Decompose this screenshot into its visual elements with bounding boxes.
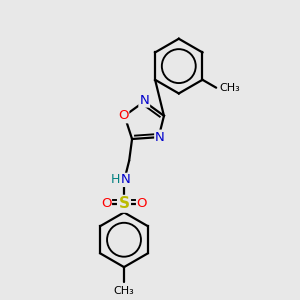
Text: S: S <box>118 196 130 211</box>
Text: N: N <box>155 130 165 144</box>
Text: O: O <box>118 109 128 122</box>
Text: O: O <box>136 197 147 210</box>
Text: N: N <box>140 94 149 106</box>
Text: O: O <box>101 197 111 210</box>
Text: N: N <box>121 173 130 186</box>
Text: CH₃: CH₃ <box>220 83 240 93</box>
Text: H: H <box>111 173 120 186</box>
Text: CH₃: CH₃ <box>114 286 134 296</box>
